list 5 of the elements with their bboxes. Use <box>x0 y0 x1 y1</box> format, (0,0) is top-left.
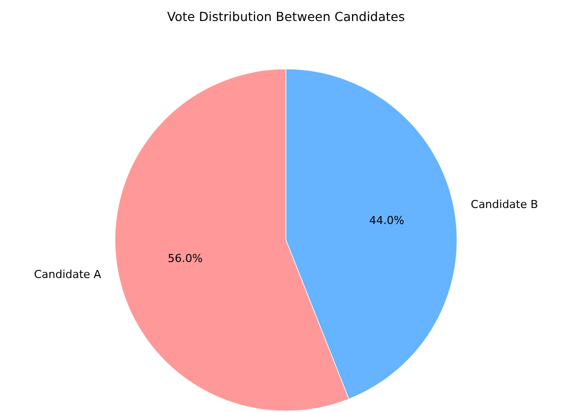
slice-label: Candidate B <box>470 198 538 211</box>
slice-label: Candidate A <box>34 268 102 282</box>
data-label: 44.0% <box>369 214 404 227</box>
data-label: 56.0% <box>168 252 203 266</box>
chart-title: Vote Distribution Between Candidates <box>167 9 405 24</box>
